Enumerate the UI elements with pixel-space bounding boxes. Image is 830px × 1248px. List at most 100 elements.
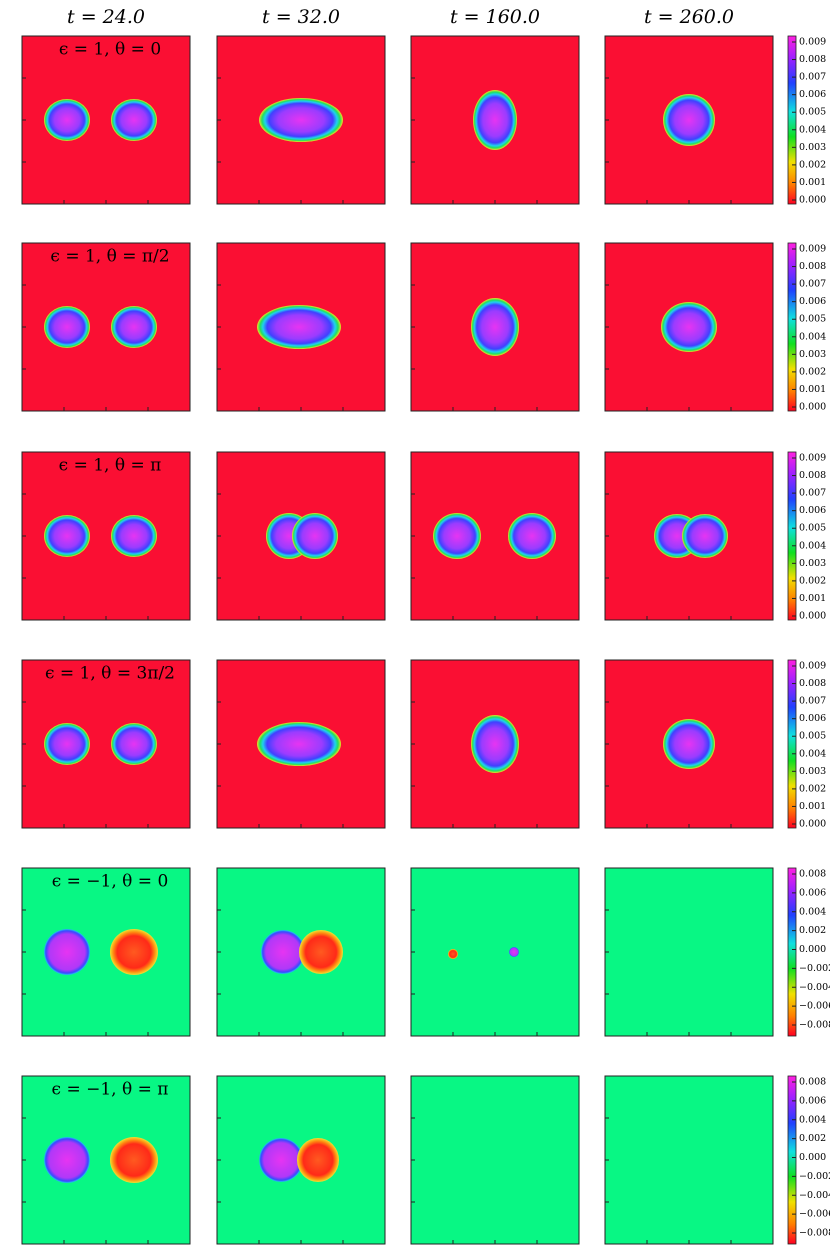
column-title: t = 160.0 [450, 6, 540, 28]
panel [604, 867, 774, 1037]
colorbar-label: 0.009 [799, 37, 826, 48]
blob [259, 98, 343, 142]
panel [21, 35, 191, 205]
panel [216, 1075, 386, 1245]
colorbar-label: 0.002 [799, 366, 826, 377]
colorbar-label: 0.006 [799, 505, 826, 516]
colorbar-label: 0.001 [799, 384, 826, 395]
colorbar-label: 0.007 [799, 72, 826, 83]
panel-background [604, 867, 774, 1037]
colorbar-label: −0.006 [799, 1209, 830, 1220]
panel [216, 35, 386, 205]
colorbar [787, 242, 797, 412]
row-label: ϵ = 1, θ = 0 [59, 40, 161, 60]
colorbar-label: −0.008 [799, 1020, 830, 1031]
panel [410, 35, 580, 205]
row-label: ϵ = 1, θ = π [59, 456, 162, 476]
colorbar-label: −0.004 [799, 982, 830, 993]
colorbar-label: 0.009 [799, 661, 826, 672]
blob [44, 1137, 90, 1183]
column-title: t = 24.0 [67, 6, 145, 28]
panel [604, 35, 774, 205]
colorbar [787, 867, 797, 1037]
colorbar-label: −0.006 [799, 1001, 830, 1012]
panel [604, 659, 774, 829]
colorbar-label: 0.000 [799, 402, 826, 413]
column-title: t = 260.0 [644, 6, 734, 28]
colorbar-label: 0.005 [799, 523, 826, 534]
colorbar-label: −0.008 [799, 1228, 830, 1239]
panel [410, 867, 580, 1037]
colorbar-label: 0.005 [799, 314, 826, 325]
colorbar-label: 0.008 [799, 678, 826, 689]
colorbar-label: 0.006 [799, 713, 826, 724]
panel [216, 451, 386, 621]
blob [299, 930, 343, 974]
colorbar-label: 0.003 [799, 142, 826, 153]
panel [410, 659, 580, 829]
colorbar-label: 0.000 [799, 819, 826, 830]
colorbar-label: 0.001 [799, 593, 826, 604]
blob [509, 947, 519, 957]
blob [44, 515, 90, 557]
blob [448, 949, 458, 959]
colorbar-label: 0.003 [799, 558, 826, 569]
panel [21, 242, 191, 412]
colorbar-label: 0.002 [799, 1133, 826, 1144]
blob [682, 514, 728, 558]
colorbar-label: 0.005 [799, 731, 826, 742]
panel [604, 242, 774, 412]
colorbar-label: 0.004 [799, 748, 826, 759]
colorbar-label: 0.005 [799, 107, 826, 118]
panel [410, 1075, 580, 1245]
blob [44, 723, 90, 765]
panel [216, 659, 386, 829]
panel-background [410, 867, 580, 1037]
colorbar-label: 0.004 [799, 331, 826, 342]
blob [663, 94, 715, 146]
colorbar-label: 0.003 [799, 766, 826, 777]
colorbar-label: 0.002 [799, 575, 826, 586]
blob [44, 306, 90, 348]
panel [21, 451, 191, 621]
panel-background [604, 1075, 774, 1245]
row-label: ϵ = −1, θ = π [52, 1080, 169, 1100]
colorbar-label: 0.007 [799, 696, 826, 707]
colorbar [787, 1075, 797, 1245]
colorbar-label: −0.002 [799, 1171, 830, 1182]
blob [44, 929, 90, 975]
blob [111, 723, 157, 765]
panel [410, 242, 580, 412]
blob [110, 929, 158, 975]
blob [508, 513, 556, 559]
blob [261, 930, 305, 974]
panel [21, 659, 191, 829]
colorbar-label: 0.008 [799, 1077, 826, 1088]
blob [292, 513, 338, 559]
colorbar-label: 0.002 [799, 925, 826, 936]
colorbar [787, 451, 797, 621]
blob [259, 1138, 303, 1182]
blob [111, 515, 157, 557]
colorbar-label: 0.008 [799, 869, 826, 880]
colorbar-label: 0.008 [799, 54, 826, 65]
panel-background [410, 35, 580, 205]
panel [604, 1075, 774, 1245]
colorbar-label: 0.004 [799, 1114, 826, 1125]
blob [663, 719, 715, 769]
colorbar-label: 0.009 [799, 244, 826, 255]
blob [257, 305, 341, 349]
colorbar-label: −0.002 [799, 963, 830, 974]
colorbar-label: 0.001 [799, 801, 826, 812]
blob [110, 1137, 158, 1183]
row-label: ϵ = −1, θ = 0 [52, 872, 169, 892]
row-label: ϵ = 1, θ = π/2 [50, 247, 169, 267]
colorbar-label: 0.006 [799, 887, 826, 898]
colorbar-label: 0.004 [799, 124, 826, 135]
colorbar-label: 0.003 [799, 349, 826, 360]
colorbar-label: 0.006 [799, 1095, 826, 1106]
colorbar-label: 0.000 [799, 944, 826, 955]
blob [473, 90, 517, 150]
blob [471, 298, 519, 356]
